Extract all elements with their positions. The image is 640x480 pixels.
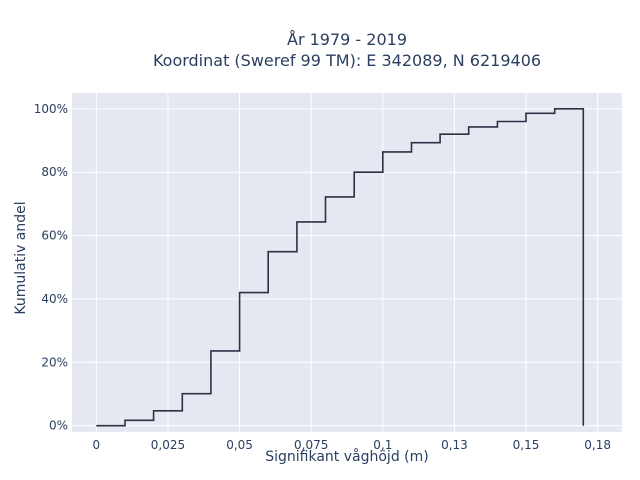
y-tick-label: 40% xyxy=(41,292,68,306)
x-tick-label: 0,18 xyxy=(584,438,611,452)
y-gridlines xyxy=(72,108,622,427)
y-tick-labels: 0% 20% 40% 60% 80% 100% xyxy=(34,102,68,433)
chart-title-line2: Koordinat (Sweref 99 TM): E 342089, N 62… xyxy=(153,51,541,70)
x-tick-label: 0,15 xyxy=(513,438,540,452)
y-tick-label: 100% xyxy=(34,102,68,116)
y-tick-label: 0% xyxy=(49,419,68,433)
x-tick-label: 0,13 xyxy=(441,438,468,452)
x-tick-label: 0,075 xyxy=(294,438,328,452)
x-tick-label: 0,05 xyxy=(226,438,253,452)
x-tick-label: 0,1 xyxy=(373,438,392,452)
x-tick-label: 0,025 xyxy=(151,438,185,452)
chart-title-line1: År 1979 - 2019 xyxy=(287,30,407,49)
x-gridlines xyxy=(95,93,599,432)
x-tick-label: 0 xyxy=(93,438,101,452)
y-tick-label: 20% xyxy=(41,355,68,369)
x-tick-labels: 0 0,025 0,05 0,075 0,1 0,13 0,15 0,18 xyxy=(93,438,611,452)
x-axis-label: Signifikant våghöjd (m) xyxy=(265,448,428,465)
plot-area xyxy=(72,93,622,432)
y-tick-label: 60% xyxy=(41,229,68,243)
y-axis-label: Kumulativ andel xyxy=(13,201,29,314)
cumulative-step-line xyxy=(96,108,585,427)
y-tick-label: 80% xyxy=(41,165,68,179)
